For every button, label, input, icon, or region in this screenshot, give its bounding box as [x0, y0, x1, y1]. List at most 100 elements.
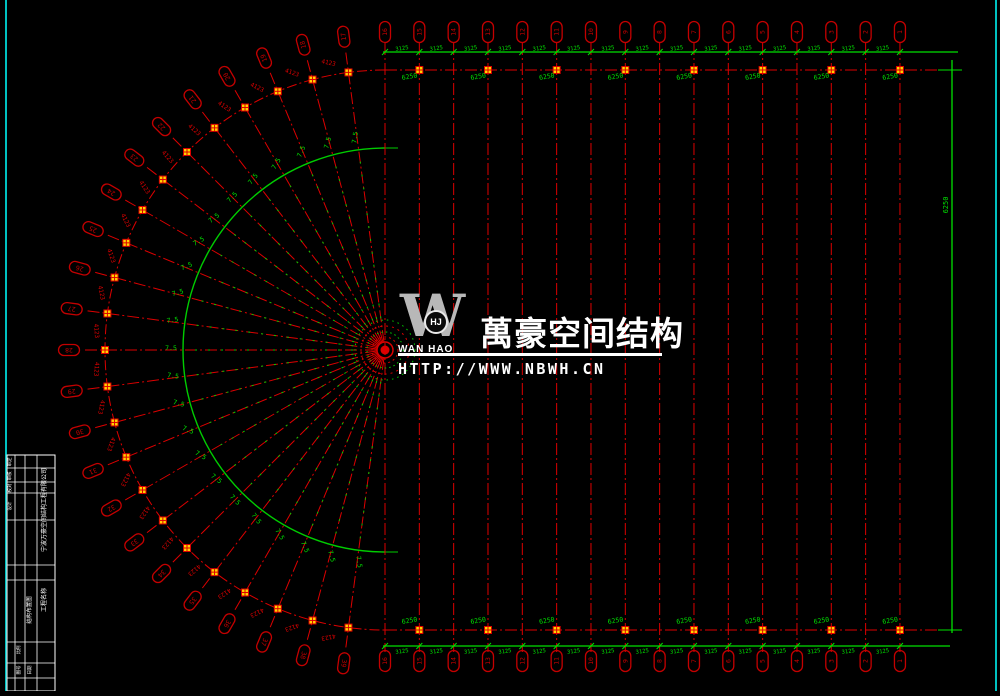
svg-text:12: 12 — [518, 28, 526, 36]
bay-dim-label: 6250 — [607, 615, 624, 626]
radial-green-ticks — [244, 209, 363, 328]
radial-grid-bubble: 34 — [151, 563, 172, 584]
hub-ring — [360, 325, 410, 375]
radial-grid-line — [170, 135, 380, 345]
arc-seg-label: 4123 — [284, 67, 300, 78]
radial-green-ticks — [333, 380, 378, 542]
arc-seg-label: 4123 — [321, 58, 337, 68]
radial-grid-line — [92, 271, 378, 349]
radial-grid-line — [200, 356, 381, 591]
radial-grid-bubble: 23 — [124, 148, 145, 167]
radial-seg-label: 7.5 — [350, 131, 359, 144]
grid-bubble-top: 5 — [756, 20, 769, 44]
grid-bubble-top: 6 — [722, 20, 735, 44]
bay-dim-label: 6250 — [401, 71, 418, 82]
grid-bubble-bottom: 13 — [481, 649, 495, 673]
bay-dim-label: 6250 — [744, 71, 761, 82]
radial-grid-line — [268, 69, 383, 343]
svg-text:14: 14 — [450, 28, 458, 36]
radial-grid-bubble: 32 — [100, 499, 122, 517]
hub-ring-green — [354, 319, 416, 381]
radial-grid-bubble: 36 — [218, 613, 236, 635]
grid-bubble-bottom: 7 — [687, 649, 701, 673]
bay-dim-label: 6250 — [882, 71, 899, 82]
radial-green-ticks — [193, 357, 355, 402]
radial-grid-line — [268, 357, 383, 631]
svg-text:7: 7 — [690, 659, 698, 663]
title-block-field: 日期 — [27, 665, 33, 674]
grid-bubble-top: 1 — [893, 20, 907, 44]
radial-grid-line — [170, 355, 380, 565]
radial-seg-label: 7.5 — [171, 287, 184, 298]
bay-dim-label: 6250 — [813, 71, 830, 82]
arc-seg-label: 4123 — [160, 149, 175, 165]
svg-text:21: 21 — [187, 94, 198, 105]
wanhao-logo-icon: W HJ WAN HAO — [398, 282, 474, 355]
radial-grid-line — [344, 49, 385, 343]
dim-tick-label: 3125 — [498, 45, 512, 53]
radial-grid-bubble: 33 — [124, 533, 145, 552]
grid-bubble-bottom: 9 — [619, 649, 632, 673]
arc-seg-label: 4123 — [186, 563, 202, 578]
radial-green-ticks — [308, 166, 374, 321]
radial-grid-bubble: 27 — [60, 301, 83, 316]
radial-green-ticks — [244, 372, 363, 491]
radial-seg-label: 7.5 — [299, 540, 311, 554]
svg-text:1: 1 — [896, 659, 904, 663]
svg-text:28: 28 — [65, 346, 73, 354]
radial-seg-label: 7.5 — [165, 344, 177, 352]
radial-grid-line — [344, 357, 385, 651]
grid-bubble-bottom: 1 — [893, 649, 907, 673]
svg-text:37: 37 — [259, 637, 269, 647]
dim-tick — [827, 48, 835, 56]
bay-dim-label: 6250 — [538, 71, 555, 82]
radial-grid-bubble: 37 — [256, 631, 273, 653]
dim-tick-label: 3125 — [635, 45, 649, 53]
dim-tick-label: 3125 — [841, 45, 855, 53]
svg-text:22: 22 — [156, 121, 167, 132]
logo-subtext: WAN HAO — [398, 344, 454, 355]
svg-text:14: 14 — [450, 657, 458, 665]
title-block-field: 设计 — [6, 501, 13, 510]
grid-bubble-top: 10 — [584, 20, 598, 44]
dim-tick — [690, 48, 698, 56]
dim-tick — [381, 48, 389, 56]
dim-tick — [896, 48, 904, 56]
dim-tick — [587, 642, 595, 650]
dim-tick — [621, 48, 629, 56]
grid-bubble-top: 8 — [653, 20, 666, 44]
dim-tick-label: 3125 — [532, 45, 546, 53]
radial-grid-bubble: 30 — [68, 424, 91, 440]
watermark-url: HTTP://WWW.NBWH.CN — [398, 360, 606, 378]
dim-tick-label: 3125 — [738, 45, 752, 53]
radial-seg-label: 7.5 — [181, 424, 195, 436]
radial-green-ticks — [188, 323, 354, 347]
dim-tick-label: 3125 — [876, 45, 890, 53]
hub-ring — [376, 341, 394, 359]
watermark-company-name: 萬豪空间结构 — [480, 315, 684, 353]
grid-bubble-bottom: 8 — [653, 649, 666, 673]
watermark-header: W HJ WAN HAO 萬豪空间结构 — [398, 282, 683, 356]
grid-bubble-bottom: 3 — [825, 649, 838, 673]
dim-tick — [827, 642, 835, 650]
radial-grid-bubble: 20 — [218, 65, 236, 87]
grid-bubble-top: 11 — [550, 20, 563, 44]
svg-text:6: 6 — [724, 659, 732, 663]
radial-grid-bubble: 18 — [295, 33, 311, 56]
dim-tick — [587, 48, 595, 56]
svg-text:7: 7 — [690, 30, 698, 34]
radial-grid-line — [306, 357, 384, 643]
bay-dim-label: 6250 — [401, 615, 418, 626]
radial-grid-line — [200, 109, 381, 344]
svg-text:36: 36 — [222, 618, 233, 629]
dim-tick-label: 3125 — [773, 45, 787, 53]
radial-grid-bubble: 26 — [68, 260, 91, 276]
svg-text:10: 10 — [587, 657, 595, 665]
arc-seg-label: 4123 — [92, 323, 100, 338]
radial-green-ticks — [358, 153, 382, 319]
radial-grid-line — [144, 354, 379, 535]
arc-seg-label: 4123 — [137, 180, 151, 196]
dim-tick — [553, 642, 561, 650]
svg-text:1: 1 — [896, 30, 904, 34]
